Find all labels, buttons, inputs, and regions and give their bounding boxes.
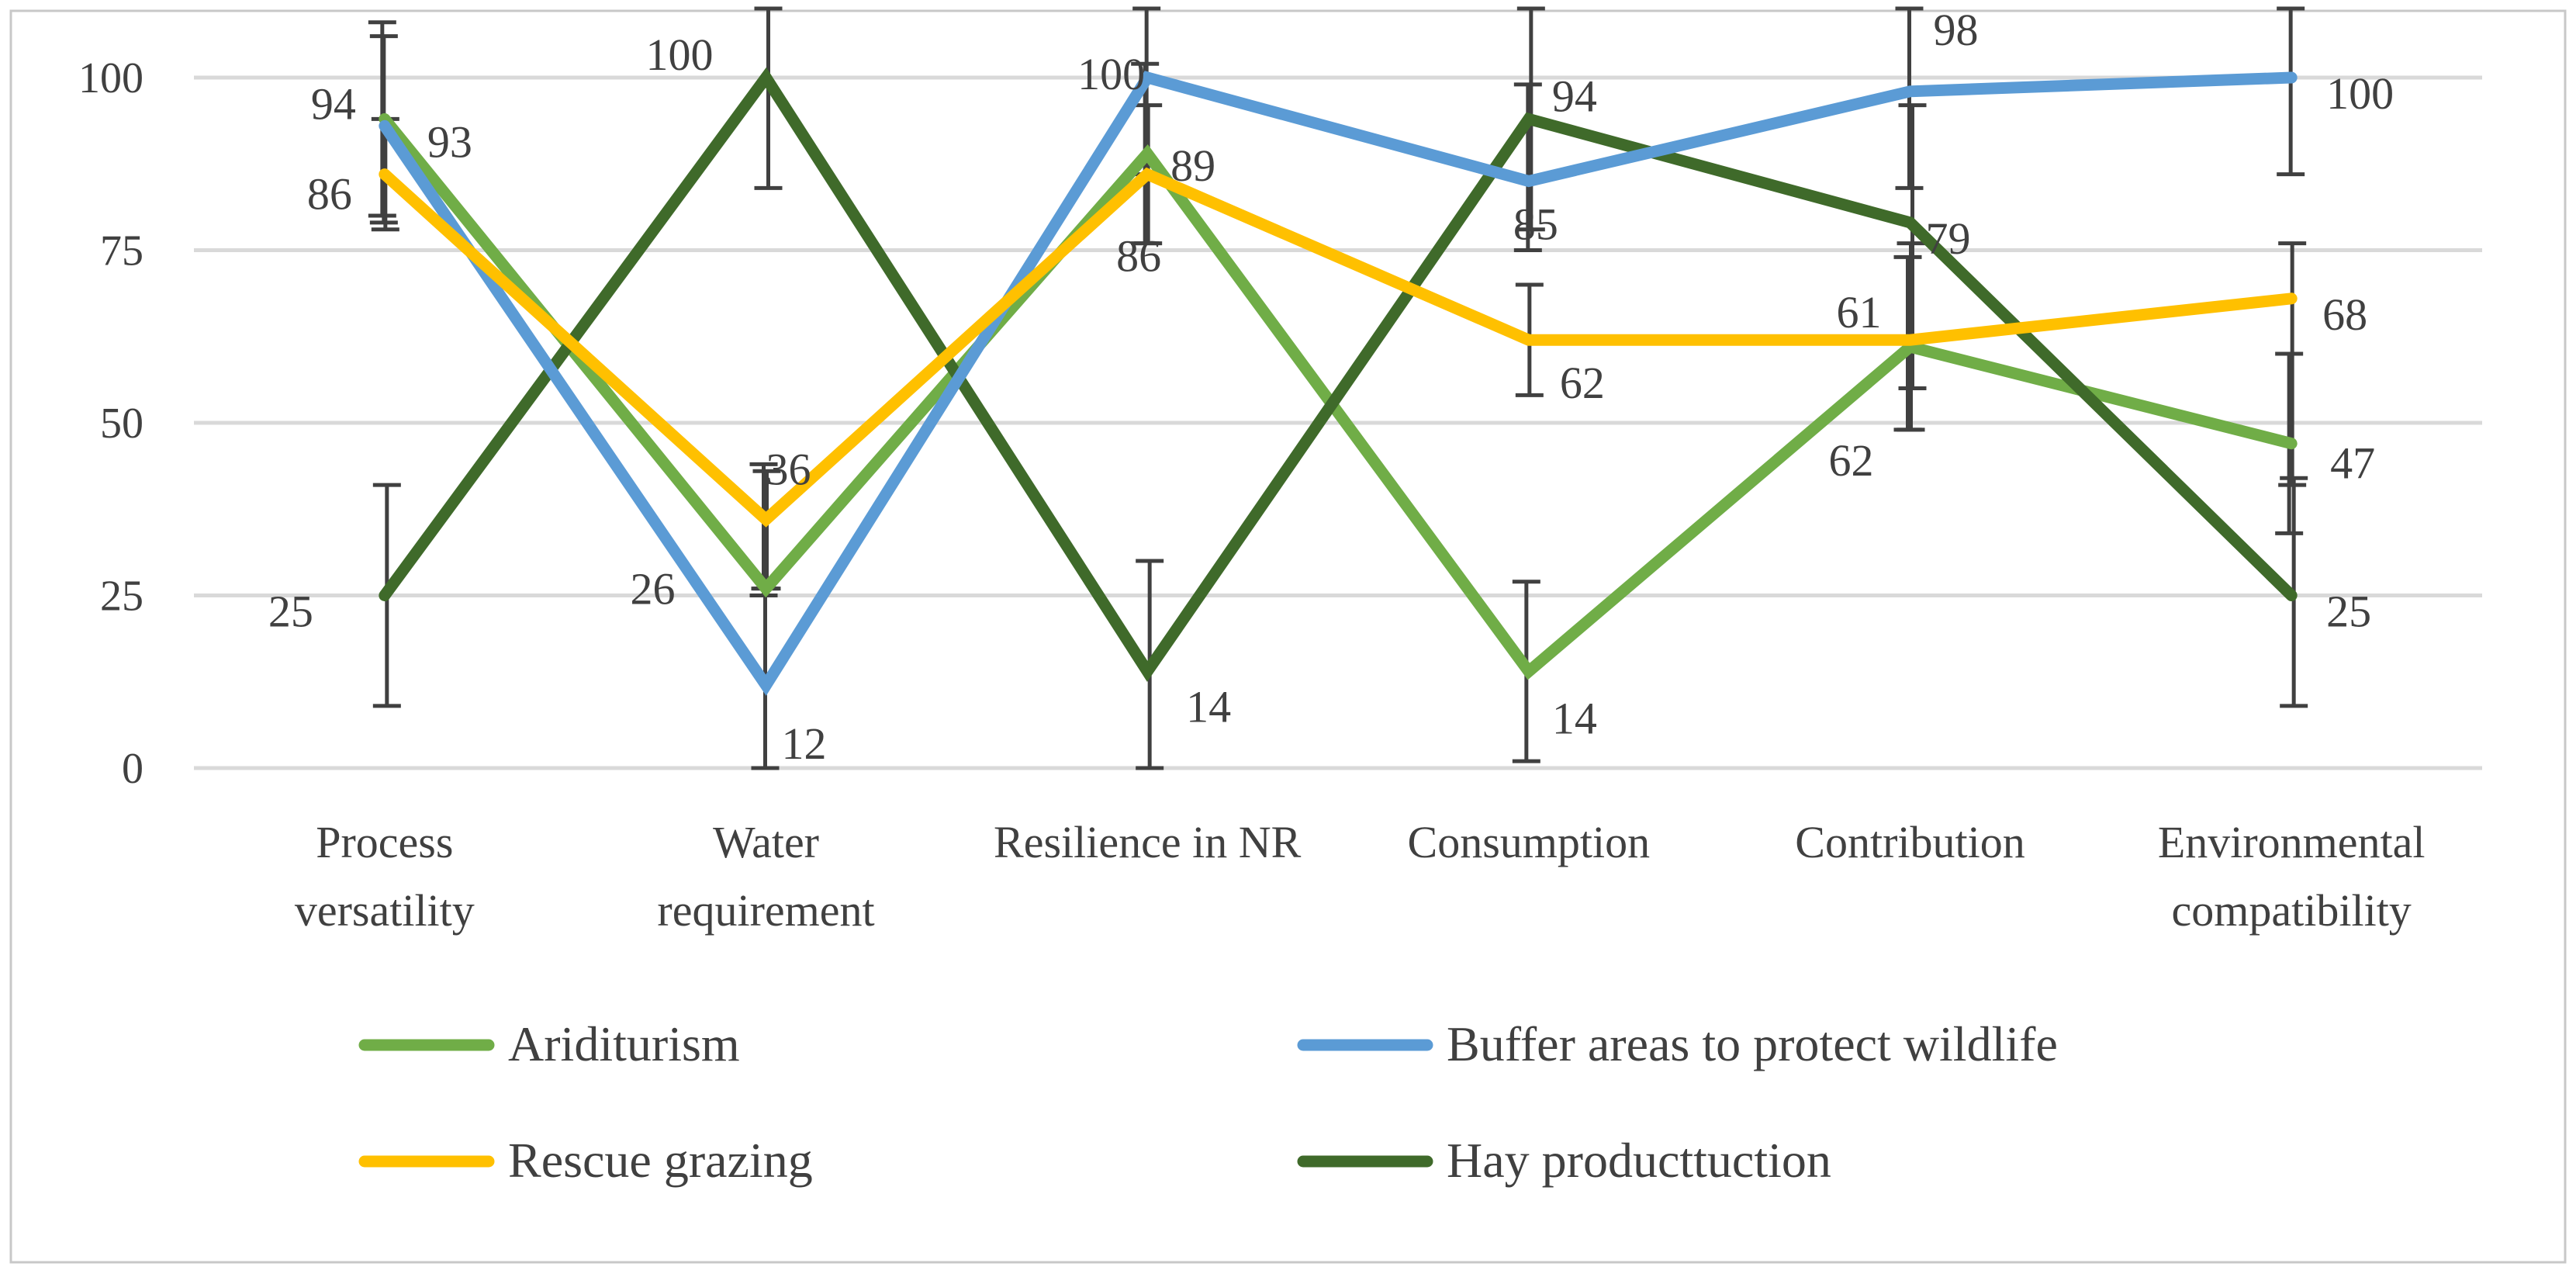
data-label-ariditurism: 47 bbox=[2330, 438, 2375, 489]
x-tick-label-resilience-in-nr: Resilience in NR bbox=[994, 817, 1302, 867]
legend-label-buffer-areas-to-protect-wildlife: Buffer areas to protect wildlife bbox=[1447, 1016, 2058, 1071]
data-label-ariditurism: 14 bbox=[1552, 693, 1597, 743]
data-label-rescue-grazing: 62 bbox=[1829, 435, 1874, 486]
data-label-hay-producttuction: 100 bbox=[646, 29, 714, 80]
legend: Ariditurism Buffer areas to protect wildl… bbox=[358, 1016, 2058, 1188]
data-labels: 94 26 89 14 61 47 93 12 100 85 98 100 86 36 86 62 62 68 25… bbox=[268, 5, 2394, 769]
x-axis-category-labels: Process versatility Water requirement Resili… bbox=[295, 817, 2426, 936]
series-line-hay-producttuction bbox=[379, 67, 2298, 682]
data-label-hay-producttuction: 14 bbox=[1186, 681, 1231, 732]
y-tick-label: 0 bbox=[122, 745, 143, 793]
x-tick-label-line: versatility bbox=[295, 885, 475, 936]
x-tick-label-water-requirement: Water requirement bbox=[657, 817, 874, 936]
x-tick-label-line: Contribution bbox=[1795, 817, 2024, 867]
data-label-ariditurism: 94 bbox=[311, 78, 356, 129]
data-label-ariditurism: 26 bbox=[631, 564, 676, 614]
x-tick-label-line: Water bbox=[713, 817, 819, 867]
data-label-rescue-grazing: 62 bbox=[1560, 358, 1605, 408]
y-tick-label: 25 bbox=[100, 573, 143, 621]
data-label-hay-producttuction: 25 bbox=[268, 587, 313, 637]
data-label-buffer-areas-to-protect-wildlife: 85 bbox=[1513, 199, 1558, 250]
series-line-rescue-grazing bbox=[379, 167, 2298, 528]
x-tick-label-line: Environmental bbox=[2158, 817, 2426, 867]
data-label-ariditurism: 61 bbox=[1837, 287, 1882, 337]
data-label-rescue-grazing: 86 bbox=[307, 169, 352, 220]
data-label-hay-producttuction: 25 bbox=[2326, 587, 2371, 637]
y-tick-label: 75 bbox=[100, 227, 143, 275]
data-label-buffer-areas-to-protect-wildlife: 12 bbox=[782, 718, 827, 769]
x-tick-label-line: requirement bbox=[657, 885, 874, 936]
series-line-ariditurism bbox=[379, 112, 2298, 680]
series-lines bbox=[379, 67, 2298, 696]
x-tick-label-line: Consumption bbox=[1408, 817, 1651, 867]
y-tick-label: 50 bbox=[100, 400, 143, 448]
gridlines bbox=[194, 75, 2482, 770]
chart-border bbox=[9, 9, 2567, 1264]
x-tick-label-line: compatibility bbox=[2172, 885, 2412, 936]
x-tick-label-environmental-compatibility: Environmental compatibility bbox=[2158, 817, 2426, 936]
data-label-buffer-areas-to-protect-wildlife: 100 bbox=[2326, 68, 2394, 119]
data-label-hay-producttuction: 79 bbox=[1926, 213, 1971, 264]
x-tick-label-process-versatility: Process versatility bbox=[295, 817, 475, 936]
x-tick-label-contribution: Contribution bbox=[1795, 817, 2024, 867]
data-label-rescue-grazing: 68 bbox=[2322, 289, 2367, 340]
x-tick-label-line: Resilience in NR bbox=[994, 817, 1302, 867]
legend-label-ariditurism: Ariditurism bbox=[508, 1016, 740, 1071]
data-label-ariditurism: 89 bbox=[1170, 140, 1215, 191]
data-label-rescue-grazing: 36 bbox=[766, 445, 811, 495]
data-label-hay-producttuction: 94 bbox=[1552, 71, 1597, 121]
data-label-rescue-grazing: 86 bbox=[1116, 231, 1161, 282]
data-label-buffer-areas-to-protect-wildlife: 93 bbox=[427, 116, 472, 167]
data-label-buffer-areas-to-protect-wildlife: 100 bbox=[1077, 49, 1145, 99]
series-line-buffer-areas-to-protect-wildlife bbox=[379, 71, 2298, 696]
x-tick-label-line: Process bbox=[316, 817, 453, 867]
y-axis-tick-labels: 0 25 50 75 100 bbox=[78, 54, 143, 793]
data-label-buffer-areas-to-protect-wildlife: 98 bbox=[1934, 5, 1979, 55]
legend-label-rescue-grazing: Rescue grazing bbox=[508, 1133, 813, 1188]
legend-label-hay-producttuction: Hay producttuction bbox=[1447, 1133, 1831, 1188]
y-tick-label: 100 bbox=[78, 54, 143, 102]
x-tick-label-consumption: Consumption bbox=[1408, 817, 1651, 867]
